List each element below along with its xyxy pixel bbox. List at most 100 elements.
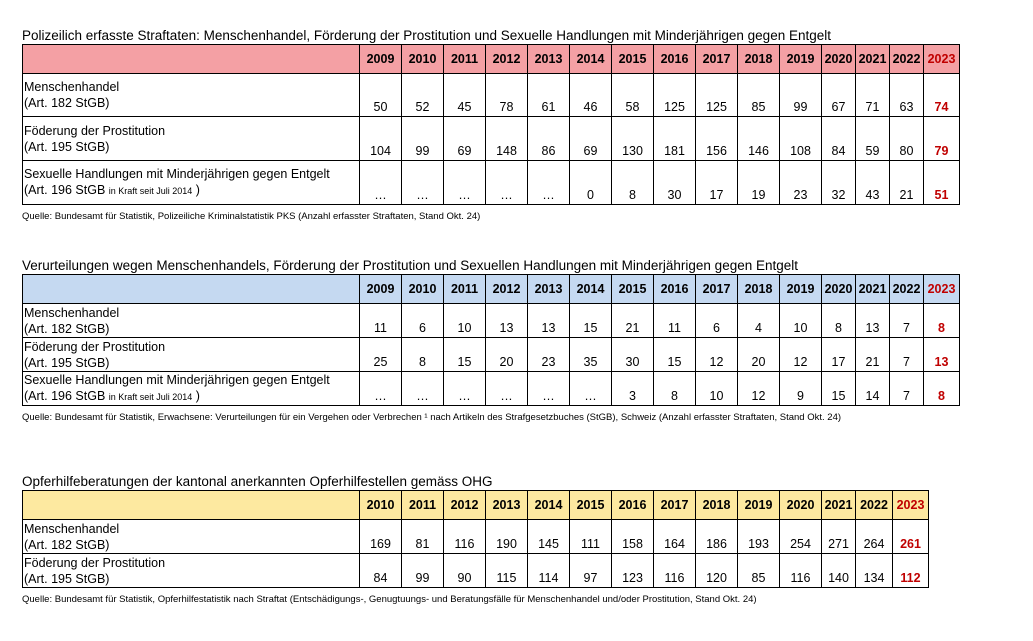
row-label-title: Menschenhandel [24, 305, 120, 320]
value-cell-2018: 120 [695, 553, 738, 588]
header-corner-cell [22, 274, 360, 304]
row-label-article: (Art. 182 StGB) [24, 96, 110, 110]
value-cell-2019: 23 [779, 160, 822, 205]
value-cell-2011: 81 [401, 519, 444, 554]
value-cell-2023: 8 [923, 303, 960, 338]
header-row: 2009 2010 2011 2012 2013 2014 2015 2016 2017 2018… [22, 44, 960, 74]
value-cell-2009: 25 [359, 337, 402, 372]
value-cell-2018: 4 [737, 303, 780, 338]
row-label-close: ) [195, 183, 200, 197]
table3: 2010 2011 2012 2013 2014 2015 2016 2017 2018 2019… [22, 490, 929, 588]
row-label-article: (Art. 195 StGB) [24, 355, 110, 370]
year-header-2020: 2020 [821, 274, 856, 304]
value-cell-2018: 186 [695, 519, 738, 554]
value-cell-2016: 15 [653, 337, 696, 372]
row-label-article: (Art. 195 StGB) [24, 139, 110, 154]
value-cell-2013: 115 [485, 553, 528, 588]
value-cell-2015: 58 [611, 73, 654, 117]
value-cell-2023: 8 [923, 371, 960, 406]
table2-title: Verurteilungen wegen Menschenhandels, Fö… [22, 258, 799, 273]
value-cell-2017: 6 [695, 303, 738, 338]
value-cell-2021: 271 [821, 519, 856, 554]
table1-title: Polizeilich erfasste Straftaten: Mensche… [22, 28, 831, 43]
row-label: Föderung der Prostitution (Art. 195 StGB) [22, 553, 360, 588]
value-cell-2012: 148 [485, 116, 528, 161]
value-cell-2021: 14 [855, 371, 890, 406]
value-cell-2020: 84 [821, 116, 856, 161]
year-header-2010: 2010 [359, 490, 402, 520]
value-cell-2019: 85 [737, 553, 780, 588]
value-cell-2019: 10 [779, 303, 822, 338]
value-cell-2023: 112 [892, 553, 929, 588]
row-label-note: in Kraft seit Juli 2014 [108, 392, 193, 402]
value-cell-2012: 20 [485, 337, 528, 372]
row-label: Menschenhandel (Art. 182 StGB) [22, 303, 360, 338]
header-row: 2009 2010 2011 2012 2013 2014 2015 2016 2017 2018… [22, 274, 960, 304]
value-cell-2022: 134 [855, 553, 893, 588]
row-label-title: Menschenhandel [24, 521, 120, 536]
value-cell-2009: 104 [359, 116, 402, 161]
value-cell-2010: 169 [359, 519, 402, 554]
value-cell-2011: 15 [443, 337, 486, 372]
value-cell-2020: 32 [821, 160, 856, 205]
table-row: Sexuelle Handlungen mit Minderjährigen g… [22, 160, 960, 205]
value-cell-2017: 12 [695, 337, 738, 372]
row-label-title: Sexuelle Handlungen mit Minderjährigen g… [24, 167, 330, 181]
table-row: Sexuelle Handlungen mit Minderjährigen g… [22, 371, 960, 406]
row-label: Sexuelle Handlungen mit Minderjährigen g… [22, 160, 360, 205]
year-header-2016: 2016 [611, 490, 654, 520]
value-cell-2019: 108 [779, 116, 822, 161]
value-cell-2010: … [401, 160, 444, 205]
value-cell-2022: 80 [889, 116, 924, 161]
table-row: Föderung der Prostitution (Art. 195 StGB)… [22, 116, 960, 161]
row-label-title: Sexuelle Handlungen mit Minderjährigen g… [24, 373, 330, 387]
year-header-2010: 2010 [401, 44, 444, 74]
value-cell-2012: 78 [485, 73, 528, 117]
value-cell-2020: 254 [779, 519, 822, 554]
row-label-article: (Art. 196 StGB [24, 183, 106, 197]
year-header-2021: 2021 [855, 274, 890, 304]
table2-source: Quelle: Bundesamt für Statistik, Erwachs… [22, 412, 842, 423]
year-header-2019: 2019 [779, 274, 822, 304]
value-cell-2018: 85 [737, 73, 780, 117]
value-cell-2017: 10 [695, 371, 738, 406]
value-cell-2021: 43 [855, 160, 890, 205]
value-cell-2011: … [443, 371, 486, 406]
value-cell-2013: … [527, 371, 570, 406]
value-cell-2010: 6 [401, 303, 444, 338]
value-cell-2020: 15 [821, 371, 856, 406]
row-label-close: ) [195, 389, 200, 403]
value-cell-2021: 59 [855, 116, 890, 161]
value-cell-2020: 116 [779, 553, 822, 588]
value-cell-2016: 8 [653, 371, 696, 406]
value-cell-2023: 74 [923, 73, 960, 117]
value-cell-2021: 140 [821, 553, 856, 588]
value-cell-2020: 8 [821, 303, 856, 338]
value-cell-2014: 35 [569, 337, 612, 372]
year-header-2014: 2014 [527, 490, 570, 520]
value-cell-2017: 116 [653, 553, 696, 588]
value-cell-2016: 30 [653, 160, 696, 205]
value-cell-2014: 69 [569, 116, 612, 161]
year-header-2018: 2018 [737, 44, 780, 74]
year-header-2011: 2011 [401, 490, 444, 520]
value-cell-2017: 156 [695, 116, 738, 161]
year-header-2009: 2009 [359, 274, 402, 304]
value-cell-2010: 99 [401, 116, 444, 161]
value-cell-2010: 52 [401, 73, 444, 117]
value-cell-2018: 19 [737, 160, 780, 205]
table-row: Föderung der Prostitution (Art. 195 StGB)… [22, 337, 960, 372]
year-header-2020: 2020 [779, 490, 822, 520]
row-label: Menschenhandel (Art. 182 StGB) [22, 519, 360, 554]
value-cell-2012: … [485, 371, 528, 406]
row-label-article: (Art. 195 StGB) [24, 571, 110, 586]
value-cell-2017: 164 [653, 519, 696, 554]
value-cell-2009: … [359, 160, 402, 205]
value-cell-2012: … [485, 160, 528, 205]
year-header-2015: 2015 [569, 490, 612, 520]
value-cell-2010: 8 [401, 337, 444, 372]
year-header-2023: 2023 [923, 44, 960, 74]
value-cell-2018: 146 [737, 116, 780, 161]
section-victim-counselling: Opferhilfeberatungen der kantonal anerka… [22, 474, 929, 605]
table3-source: Quelle: Bundesamt für Statistik, Opferhi… [22, 594, 757, 605]
